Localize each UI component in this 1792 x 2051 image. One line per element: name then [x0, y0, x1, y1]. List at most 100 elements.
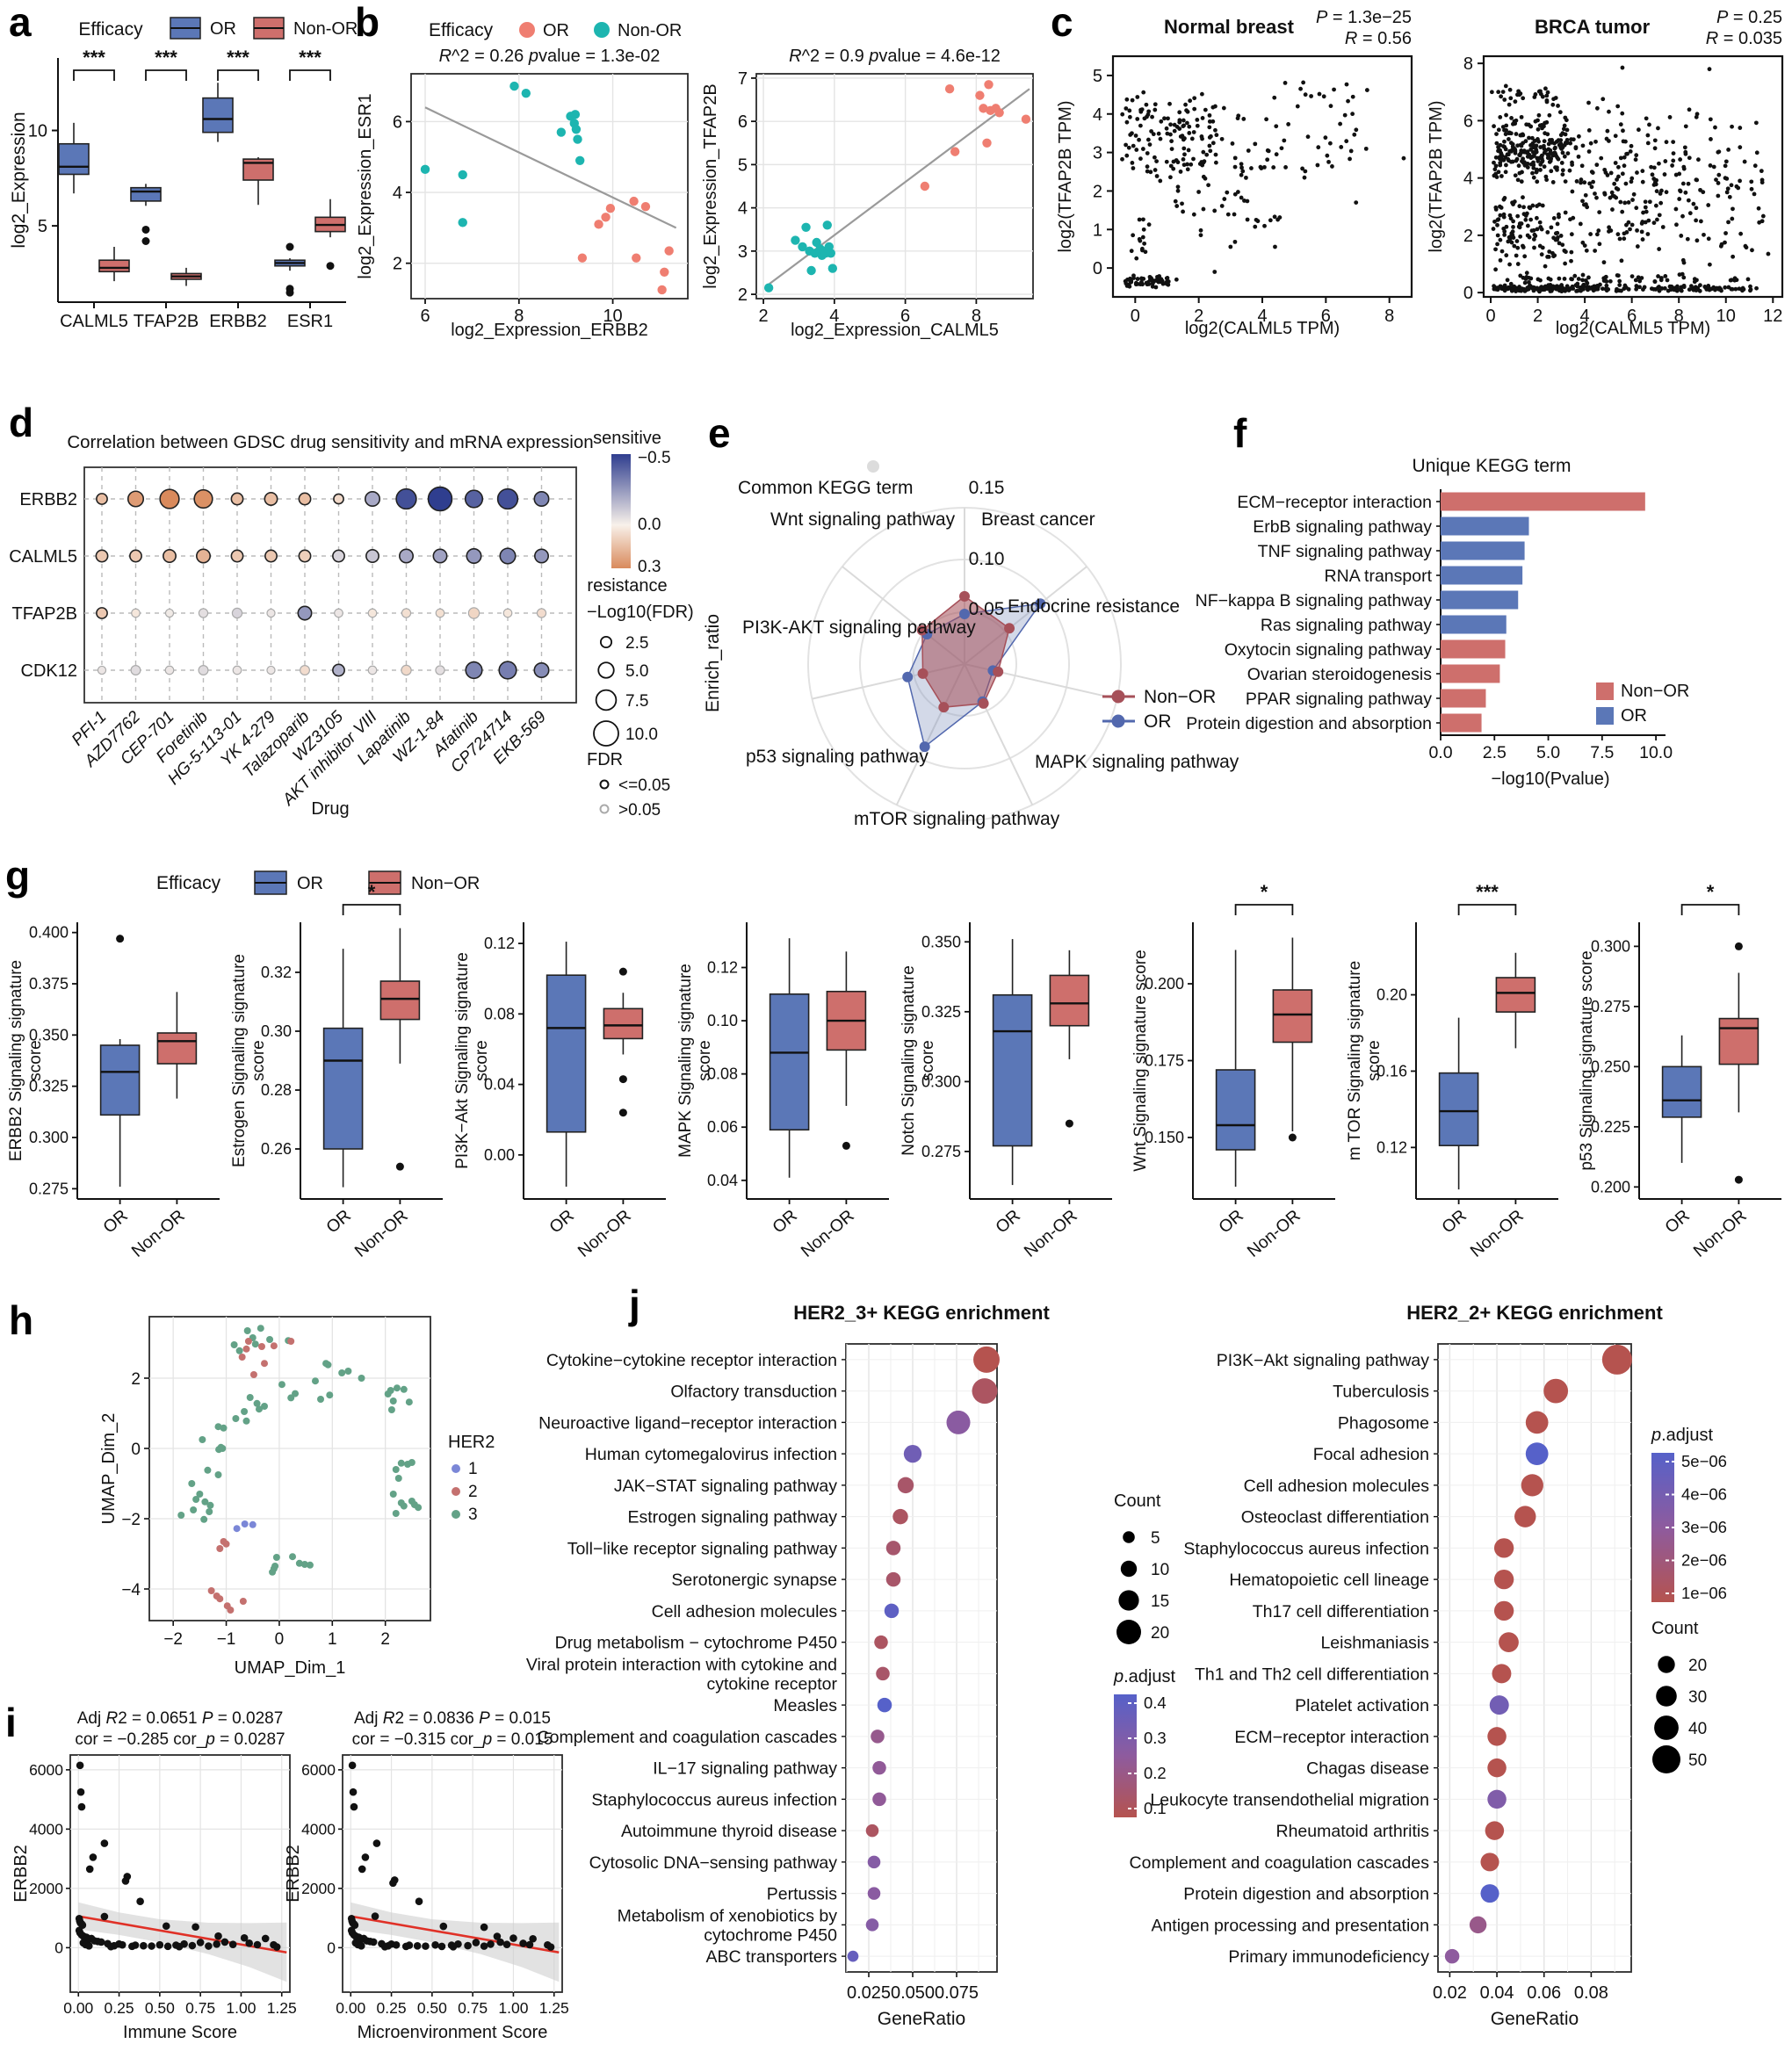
- svg-text:0.3: 0.3: [638, 558, 661, 576]
- svg-text:2: 2: [380, 1630, 390, 1649]
- svg-text:0.050: 0.050: [891, 1983, 935, 2003]
- panel-letter-h: h: [9, 1297, 34, 1343]
- svg-text:0.275: 0.275: [29, 1180, 69, 1197]
- svg-text:JAK−STAT signaling pathway: JAK−STAT signaling pathway: [614, 1477, 837, 1496]
- svg-text:−log10(Pvalue): −log10(Pvalue): [1491, 769, 1609, 789]
- svg-text:OR: OR: [99, 1206, 132, 1238]
- svg-text:0.10: 0.10: [707, 1012, 738, 1029]
- svg-text:cytokine receptor: cytokine receptor: [707, 1674, 838, 1694]
- svg-text:log2(TFAP2B TPM): log2(TFAP2B TPM): [1427, 100, 1446, 252]
- svg-text:Chagas disease: Chagas disease: [1306, 1759, 1429, 1779]
- svg-text:8: 8: [1674, 307, 1684, 326]
- svg-text:3: 3: [468, 1506, 478, 1524]
- svg-text:HER2_3+ KEGG enrichment: HER2_3+ KEGG enrichment: [793, 1302, 1050, 1324]
- svg-text:4: 4: [1463, 170, 1473, 189]
- svg-text:***: ***: [83, 47, 105, 69]
- svg-text:0.15: 0.15: [969, 478, 1005, 498]
- svg-text:5.0: 5.0: [625, 662, 648, 681]
- svg-text:1.25: 1.25: [267, 1999, 297, 2017]
- svg-text:Wnt signaling pathway: Wnt signaling pathway: [770, 509, 956, 530]
- svg-text:0.350: 0.350: [29, 1026, 69, 1044]
- svg-text:Wnt Signaling signature score: Wnt Signaling signature score: [1131, 950, 1150, 1171]
- svg-text:Serotonergic synapse: Serotonergic synapse: [671, 1571, 837, 1590]
- svg-text:resistance: resistance: [587, 576, 667, 596]
- svg-text:cor = −0.315 cor_p = 0.015: cor = −0.315 cor_p = 0.015: [352, 1730, 553, 1749]
- svg-text:0.375: 0.375: [29, 975, 69, 993]
- svg-text:10: 10: [1151, 1561, 1169, 1579]
- panel-a-boxplot: Efficacy OR Non-OR 5 10 CALML5 *** TFAP2B *** ERB…: [9, 17, 358, 331]
- panel-j-her2-3-enrichment: HER2_3+ KEGG enrichment Cytokine−cytokine…: [526, 1302, 1176, 2029]
- svg-text:ERBB2: ERBB2: [19, 490, 77, 509]
- svg-text:Th17 cell differentiation: Th17 cell differentiation: [1253, 1602, 1429, 1621]
- svg-text:−0.5: −0.5: [638, 449, 671, 467]
- svg-text:0.2: 0.2: [1144, 1764, 1167, 1782]
- svg-text:2: 2: [1463, 227, 1473, 246]
- svg-text:5: 5: [38, 217, 47, 236]
- svg-text:10: 10: [1716, 307, 1736, 326]
- svg-text:GeneRatio: GeneRatio: [1491, 2009, 1579, 2029]
- svg-text:20: 20: [1151, 1624, 1169, 1643]
- svg-text:p53 Signaling signature score: p53 Signaling signature score: [1578, 950, 1596, 1170]
- svg-text:6: 6: [900, 307, 910, 326]
- svg-text:0.00: 0.00: [336, 1999, 365, 2017]
- svg-text:Non−OR: Non−OR: [1144, 687, 1216, 707]
- svg-text:TFAP2B: TFAP2B: [12, 604, 77, 624]
- svg-text:BRCA tumor: BRCA tumor: [1535, 16, 1651, 38]
- svg-text:0.0: 0.0: [638, 516, 661, 534]
- svg-text:10: 10: [28, 122, 47, 141]
- svg-text:Adj R2 = 0.0836 P = 0.015: Adj R2 = 0.0836 P = 0.015: [354, 1709, 551, 1728]
- svg-text:0.150: 0.150: [1145, 1129, 1184, 1146]
- svg-text:Drug: Drug: [311, 799, 349, 819]
- svg-text:6: 6: [393, 112, 402, 132]
- svg-text:4: 4: [1257, 307, 1267, 326]
- svg-text:0: 0: [1485, 307, 1495, 326]
- svg-text:Staphylococcus aureus infectio: Staphylococcus aureus infection: [1183, 1539, 1429, 1558]
- svg-text:0.26: 0.26: [261, 1140, 292, 1158]
- svg-text:0: 0: [1463, 284, 1473, 303]
- panel-f-kegg-bars: Unique KEGG term ECM−receptor interaction…: [1186, 456, 1689, 789]
- svg-text:1: 1: [468, 1460, 478, 1478]
- svg-text:p53 signaling pathway: p53 signaling pathway: [746, 747, 929, 767]
- svg-text:4: 4: [1093, 105, 1102, 125]
- svg-text:sensitive: sensitive: [593, 429, 661, 448]
- svg-text:mTOR signaling pathway: mTOR signaling pathway: [854, 809, 1060, 829]
- svg-text:0.075: 0.075: [935, 1983, 979, 2003]
- svg-text:ERBB2: ERBB2: [11, 1845, 31, 1903]
- svg-text:ErbB signaling pathway: ErbB signaling pathway: [1253, 517, 1432, 537]
- svg-text:log2_Expression_TFAP2B: log2_Expression_TFAP2B: [701, 83, 720, 288]
- svg-text:0.12: 0.12: [1377, 1138, 1407, 1156]
- svg-text:Viral protein interaction with: Viral protein interaction with cytokine …: [526, 1655, 837, 1674]
- svg-text:3: 3: [738, 242, 748, 262]
- svg-text:0.28: 0.28: [261, 1081, 292, 1099]
- svg-text:8: 8: [972, 307, 981, 326]
- panel-i-immune-scatter: Adj R2 = 0.0651 P = 0.0287 cor = −0.285 c…: [11, 1709, 297, 2042]
- svg-text:0.300: 0.300: [1591, 937, 1630, 955]
- svg-text:0.325: 0.325: [29, 1078, 69, 1095]
- svg-text:OR: OR: [297, 874, 323, 893]
- svg-text:3: 3: [1093, 144, 1102, 163]
- svg-text:4: 4: [393, 184, 402, 203]
- svg-text:score: score: [249, 1040, 268, 1080]
- svg-text:0.08: 0.08: [1574, 1983, 1608, 2003]
- svg-text:Metabolism of xenobiotics by: Metabolism of xenobiotics by: [618, 1906, 838, 1925]
- svg-text:Adj R2 = 0.0651 P = 0.0287: Adj R2 = 0.0651 P = 0.0287: [77, 1709, 284, 1728]
- svg-text:0.00: 0.00: [484, 1146, 515, 1164]
- svg-text:Correlation between GDSC drug: Correlation between GDSC drug sensitivit…: [67, 432, 593, 452]
- svg-text:P = 0.25: P = 0.25: [1716, 8, 1782, 27]
- svg-text:Rheumatoid arthritis: Rheumatoid arthritis: [1276, 1822, 1430, 1841]
- svg-text:Measles: Measles: [773, 1696, 837, 1715]
- svg-text:0.04: 0.04: [484, 1076, 515, 1094]
- svg-text:0.02: 0.02: [1433, 1983, 1467, 2003]
- svg-text:0: 0: [275, 1630, 285, 1649]
- svg-text:Immune Score: Immune Score: [123, 2023, 237, 2042]
- svg-text:0.20: 0.20: [1377, 986, 1407, 1004]
- svg-text:Ovarian steroidogenesis: Ovarian steroidogenesis: [1247, 665, 1433, 684]
- svg-text:Cell adhesion molecules: Cell adhesion molecules: [652, 1602, 838, 1621]
- svg-text:−Log10(FDR): −Log10(FDR): [587, 603, 694, 622]
- svg-text:4000: 4000: [301, 1820, 336, 1838]
- svg-text:*: *: [1261, 881, 1268, 903]
- svg-text:R = 0.035: R = 0.035: [1706, 29, 1782, 48]
- svg-text:Cell adhesion molecules: Cell adhesion molecules: [1244, 1477, 1430, 1496]
- svg-text:HER2: HER2: [448, 1433, 495, 1452]
- svg-text:Th1 and Th2 cell differentiati: Th1 and Th2 cell differentiation: [1195, 1665, 1429, 1684]
